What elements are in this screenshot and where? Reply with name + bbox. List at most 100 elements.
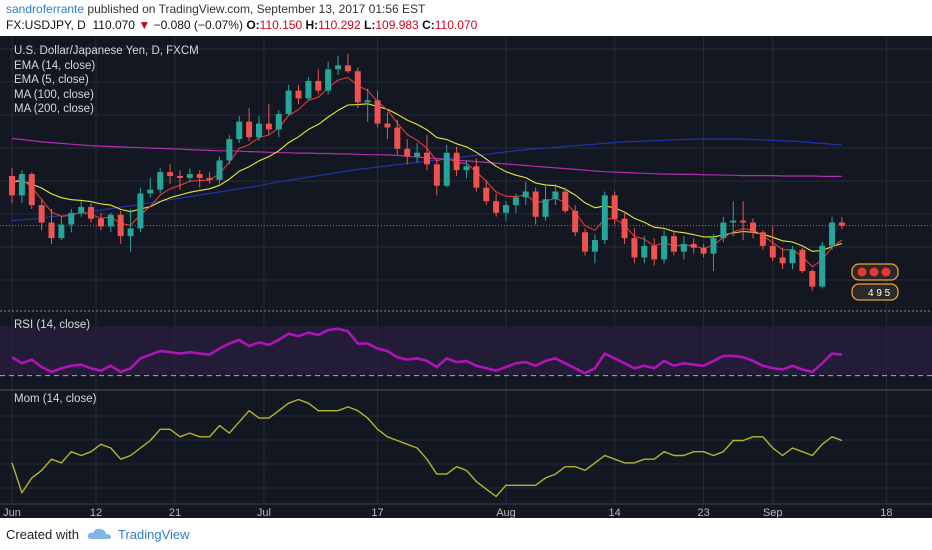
candle-body bbox=[582, 232, 589, 252]
candle-body bbox=[176, 176, 183, 178]
symbol-quote-bar: FX:USDJPY, D 110.070 ▼ −0.080 (−0.07%) O… bbox=[6, 18, 477, 32]
candle bbox=[463, 160, 470, 178]
mom-legend[interactable]: Mom (14, close) bbox=[14, 393, 97, 405]
symbol-label: FX:USDJPY, D bbox=[6, 18, 86, 32]
candle bbox=[433, 160, 440, 196]
candle bbox=[799, 247, 806, 274]
candle bbox=[680, 236, 687, 260]
candle-body bbox=[404, 148, 411, 157]
legend-title: U.S. Dollar/Japanese Yen, D, FXCM bbox=[14, 45, 199, 57]
author-link[interactable]: sandroferrante bbox=[6, 2, 85, 16]
candle-body bbox=[48, 222, 55, 239]
candle bbox=[167, 164, 174, 184]
candle bbox=[305, 77, 312, 101]
candle bbox=[562, 187, 569, 213]
candle-body bbox=[740, 220, 747, 223]
candle bbox=[157, 168, 164, 194]
candle bbox=[325, 61, 332, 95]
candle-body bbox=[78, 207, 85, 213]
candle-body bbox=[789, 249, 796, 264]
candle bbox=[295, 84, 302, 105]
candle-body bbox=[720, 222, 727, 239]
candle bbox=[127, 208, 134, 252]
candle-body bbox=[374, 100, 381, 124]
event-badge[interactable]: 4 9 5 bbox=[851, 263, 899, 301]
candle bbox=[542, 185, 549, 221]
candle bbox=[68, 208, 75, 233]
x-tick-label: 17 bbox=[371, 507, 383, 518]
candle-body bbox=[621, 218, 628, 239]
candle bbox=[9, 168, 15, 204]
candle bbox=[829, 216, 836, 250]
x-tick-label: Aug bbox=[496, 507, 516, 518]
candle-body bbox=[750, 222, 756, 233]
x-axis: Jun 12 21 Jul 17 Aug 14 23 Sep 18 bbox=[0, 503, 932, 518]
candle bbox=[651, 238, 658, 266]
x-tick-label: 18 bbox=[880, 507, 892, 518]
candle bbox=[601, 191, 608, 244]
open-label: O: bbox=[246, 18, 260, 32]
legend-ema14[interactable]: EMA (14, close) bbox=[14, 59, 96, 72]
candle-body bbox=[651, 245, 658, 260]
candle bbox=[374, 90, 381, 128]
candle-body bbox=[473, 166, 480, 188]
candle-body bbox=[562, 191, 569, 211]
candle bbox=[48, 208, 55, 244]
rsi-band bbox=[0, 326, 932, 376]
rsi-pane bbox=[11, 327, 843, 375]
candle-body bbox=[611, 195, 618, 219]
candle-body bbox=[265, 123, 272, 130]
created-with-label: Created with bbox=[6, 527, 79, 542]
momentum-pane bbox=[11, 398, 843, 498]
candle bbox=[819, 241, 826, 289]
legend-ema5[interactable]: EMA (5, close) bbox=[14, 74, 89, 86]
candle bbox=[315, 69, 322, 95]
tradingview-brand-link[interactable]: TradingView bbox=[118, 527, 190, 542]
candle bbox=[137, 187, 144, 233]
candle-body bbox=[325, 69, 332, 91]
chart-area[interactable]: Jun 12 21 Jul 17 Aug 14 23 Sep 18 4 9 5 U.S. Doll… bbox=[0, 36, 932, 518]
candle bbox=[423, 135, 430, 171]
candle-body bbox=[38, 205, 45, 223]
candle-body bbox=[631, 238, 638, 258]
candle bbox=[740, 201, 747, 241]
candle bbox=[473, 158, 480, 192]
candle-body bbox=[117, 214, 124, 237]
candle-body bbox=[394, 127, 401, 149]
candle bbox=[690, 238, 697, 254]
down-arrow-icon: ▼ bbox=[138, 18, 151, 32]
candle-body bbox=[572, 210, 579, 233]
candle bbox=[512, 193, 519, 213]
price-change: −0.080 (−0.07%) bbox=[153, 18, 243, 32]
candle-body bbox=[641, 245, 648, 258]
legend-ma200[interactable]: MA (200, close) bbox=[14, 103, 94, 115]
candle bbox=[591, 234, 598, 264]
candle bbox=[97, 212, 104, 231]
candle-body bbox=[285, 90, 292, 114]
candle bbox=[552, 183, 559, 206]
rsi-legend[interactable]: RSI (14, close) bbox=[14, 319, 91, 331]
candle bbox=[38, 199, 45, 231]
candle-body bbox=[433, 164, 440, 186]
candle-body bbox=[680, 243, 687, 252]
high-value: 110.292 bbox=[318, 18, 361, 32]
candle-body bbox=[364, 100, 371, 103]
candle-body bbox=[542, 199, 549, 217]
candle bbox=[750, 218, 756, 239]
candle bbox=[206, 172, 213, 184]
candle bbox=[720, 216, 727, 242]
main-legend: U.S. Dollar/Japanese Yen, D, FXCM EMA (1… bbox=[14, 44, 199, 117]
candle bbox=[572, 205, 579, 237]
legend-ma100[interactable]: MA (100, close) bbox=[14, 88, 94, 101]
candle bbox=[453, 146, 460, 176]
low-label: L: bbox=[364, 18, 376, 32]
chart-canvas[interactable]: Jun 12 21 Jul 17 Aug 14 23 Sep 18 4 9 5 bbox=[0, 36, 932, 518]
candle-body bbox=[838, 222, 845, 226]
candle bbox=[809, 269, 816, 291]
x-tick-label: Sep bbox=[763, 507, 783, 518]
candle bbox=[404, 139, 411, 165]
candle-body bbox=[236, 121, 243, 140]
candle bbox=[384, 111, 391, 140]
candle bbox=[789, 245, 796, 270]
candle-body bbox=[206, 177, 213, 180]
